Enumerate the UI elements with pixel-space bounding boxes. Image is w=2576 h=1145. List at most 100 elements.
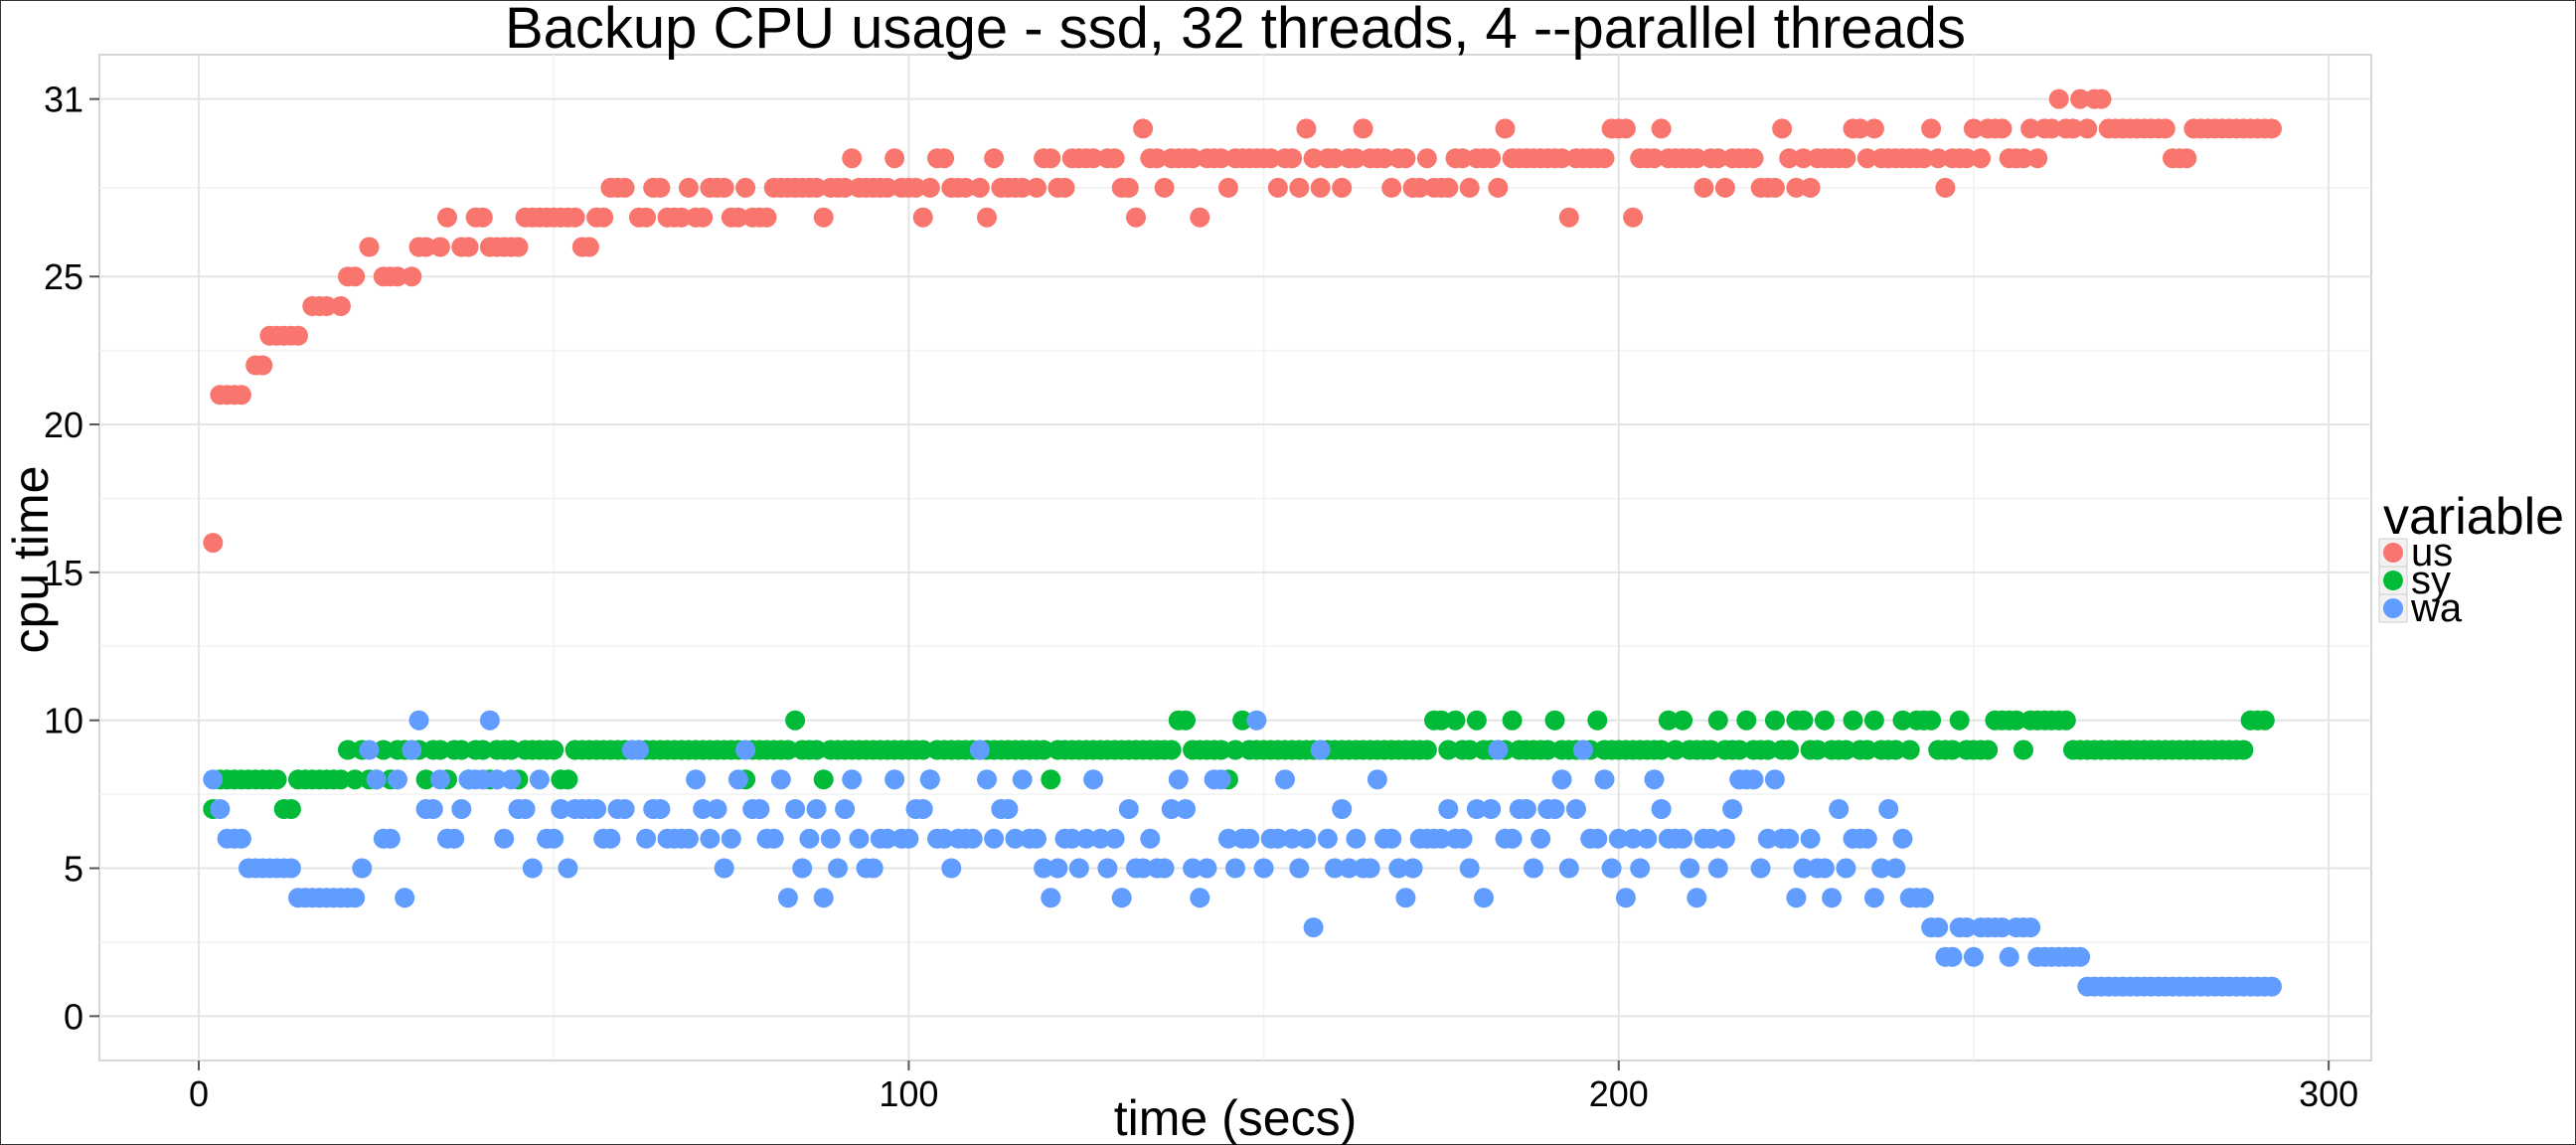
data-point-sy xyxy=(2254,710,2275,731)
data-point-wa xyxy=(941,858,962,879)
data-point-us xyxy=(813,207,834,228)
data-point-wa xyxy=(1524,858,1543,879)
data-point-wa xyxy=(1942,946,1963,967)
data-point-wa xyxy=(1154,858,1175,879)
data-point-wa xyxy=(422,799,443,819)
data-point-us xyxy=(316,296,337,316)
data-point-wa xyxy=(1431,828,1452,849)
data-point-wa xyxy=(515,799,536,819)
data-point-us xyxy=(437,207,457,228)
data-point-wa xyxy=(210,799,231,819)
data-point-wa xyxy=(558,858,578,879)
data-point-wa xyxy=(785,799,806,819)
data-point-us xyxy=(359,237,380,257)
data-point-us xyxy=(1779,148,1800,169)
data-point-wa xyxy=(1282,828,1303,849)
data-point-wa xyxy=(1197,858,1217,879)
data-point-wa xyxy=(402,739,422,760)
data-point-wa xyxy=(1793,858,1814,879)
data-point-us xyxy=(2020,118,2041,139)
data-point-wa xyxy=(1707,858,1728,879)
y-tick-label: 31 xyxy=(44,80,83,120)
data-point-wa xyxy=(1176,799,1196,819)
data-point-wa xyxy=(912,799,933,819)
data-point-sy xyxy=(1431,710,1452,731)
data-point-wa xyxy=(878,828,897,849)
data-point-us xyxy=(345,266,366,287)
data-point-us xyxy=(727,207,748,228)
x-tick-label: 300 xyxy=(2299,1073,2358,1114)
data-point-sy xyxy=(1466,710,1487,731)
data-point-wa xyxy=(1544,799,1565,819)
data-point-wa xyxy=(1438,799,1459,819)
data-point-wa xyxy=(998,799,1019,819)
data-point-wa xyxy=(1303,917,1324,938)
data-point-wa xyxy=(1104,828,1125,849)
data-point-sy xyxy=(1757,739,1778,760)
data-point-wa xyxy=(1623,828,1644,849)
data-point-wa xyxy=(1594,769,1615,790)
data-point-us xyxy=(1488,177,1509,198)
data-point-us xyxy=(1054,177,1075,198)
data-point-wa xyxy=(1530,828,1551,849)
data-point-wa xyxy=(1800,828,1821,849)
data-point-us xyxy=(593,207,614,228)
data-point-us xyxy=(231,385,251,406)
data-point-us xyxy=(1495,118,1516,139)
data-point-us xyxy=(984,148,1005,169)
data-point-sy xyxy=(806,739,827,760)
data-point-wa xyxy=(551,799,571,819)
data-point-wa xyxy=(1034,858,1054,879)
data-point-sy xyxy=(1502,710,1523,731)
data-point-sy xyxy=(1700,739,1721,760)
data-point-sy xyxy=(373,739,394,760)
data-point-sy xyxy=(266,769,287,790)
data-point-wa xyxy=(984,828,1005,849)
data-point-wa xyxy=(1587,828,1608,849)
data-point-wa xyxy=(934,828,955,849)
data-point-us xyxy=(2048,88,2069,109)
data-point-wa xyxy=(1687,888,1707,908)
data-point-wa xyxy=(1743,769,1764,790)
data-point-us xyxy=(472,207,493,228)
data-point-wa xyxy=(1913,888,1934,908)
data-point-wa xyxy=(1601,858,1622,879)
data-point-sy xyxy=(1836,739,1856,760)
data-point-wa xyxy=(352,858,373,879)
data-point-wa xyxy=(1161,799,1182,819)
data-point-us xyxy=(1147,148,1168,169)
data-point-us xyxy=(1154,177,1175,198)
data-point-wa xyxy=(1750,858,1771,879)
data-point-us xyxy=(1615,118,1636,139)
data-point-sy xyxy=(1161,739,1182,760)
data-point-sy xyxy=(1949,710,1970,731)
data-point-wa xyxy=(1488,739,1509,760)
data-point-sy xyxy=(1779,739,1800,760)
series-sy xyxy=(203,710,2275,819)
data-point-us xyxy=(1963,118,1984,139)
data-point-us xyxy=(969,177,990,198)
data-point-wa xyxy=(721,828,741,849)
data-point-sy xyxy=(1537,739,1558,760)
x-axis-title: time (secs) xyxy=(1114,1090,1357,1145)
data-point-us xyxy=(636,207,657,228)
legend-label-sy: sy xyxy=(2411,559,2451,602)
data-point-sy xyxy=(1665,739,1686,760)
data-point-wa xyxy=(1310,739,1331,760)
data-point-wa xyxy=(749,799,770,819)
data-point-wa xyxy=(1012,769,1033,790)
data-point-us xyxy=(1381,177,1402,198)
data-point-sy xyxy=(558,769,578,790)
y-tick-label: 20 xyxy=(44,405,83,445)
data-point-us xyxy=(1863,118,1884,139)
data-point-wa xyxy=(1210,769,1231,790)
data-point-us xyxy=(1416,148,1437,169)
data-point-us xyxy=(2091,88,2112,109)
data-point-wa xyxy=(388,769,407,790)
data-point-sy xyxy=(544,739,564,760)
data-point-wa xyxy=(1395,888,1416,908)
data-point-sy xyxy=(1729,739,1750,760)
data-point-wa xyxy=(1558,858,1579,879)
data-point-us xyxy=(878,177,897,198)
